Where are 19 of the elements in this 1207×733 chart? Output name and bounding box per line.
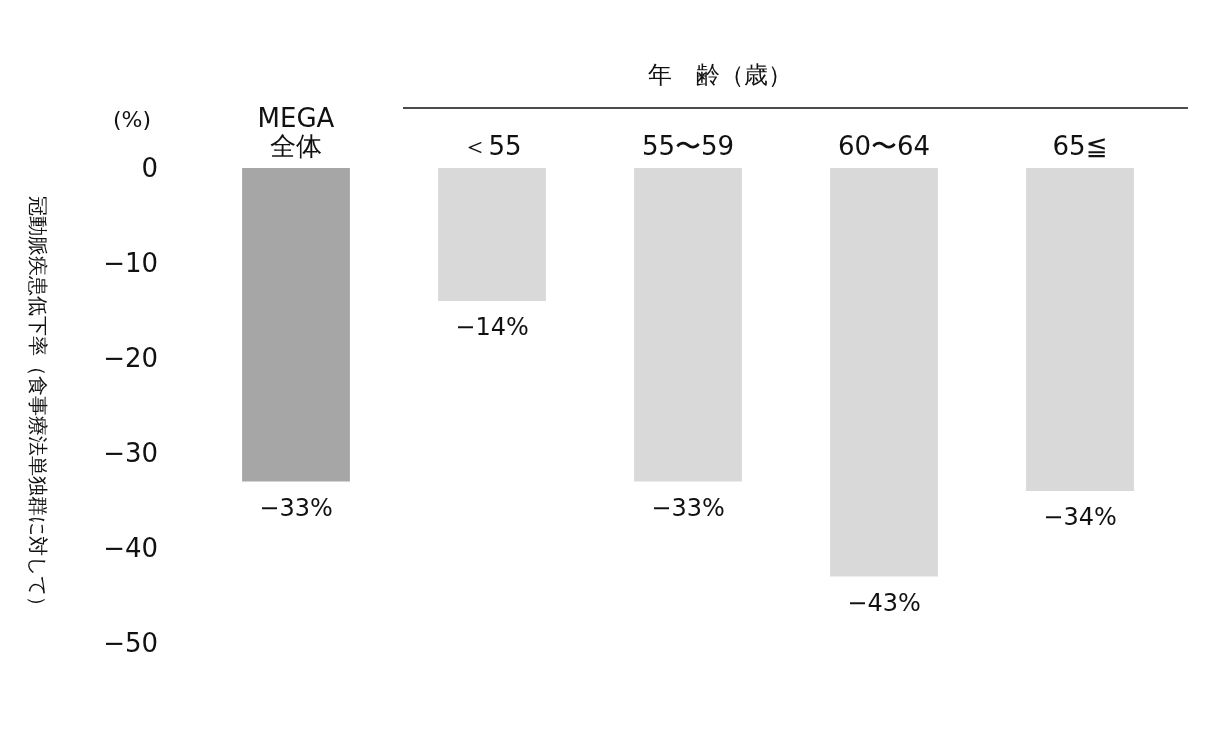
x-tick-label: 55〜59 [641,131,735,161]
y-tick-label: −40 [103,533,158,563]
x-tick-label: MEGA 全体 [257,103,335,161]
y-tick-label: −10 [103,248,158,278]
y-tick-label: −30 [103,438,158,468]
data-label: −14% [455,313,529,341]
y-tick-label: 0 [141,153,158,183]
data-label: −43% [847,588,921,617]
x-tick-label: 60〜64 [837,131,931,161]
data-label: −34% [1043,503,1117,531]
y-tick-label: −20 [103,343,158,373]
data-label: −33% [651,493,725,522]
y-tick-label: −50 [103,628,158,658]
x-tick-label: ＜55 [462,131,522,161]
text: 年 齢（歳） [648,61,792,89]
text: (%) [113,106,152,132]
data-label: −33% [259,493,333,522]
y-axis-title: 冠動脈疾患低下率（食事療法単独群に対して） [26,195,50,616]
x-tick-label: 65≦ [1052,131,1108,161]
